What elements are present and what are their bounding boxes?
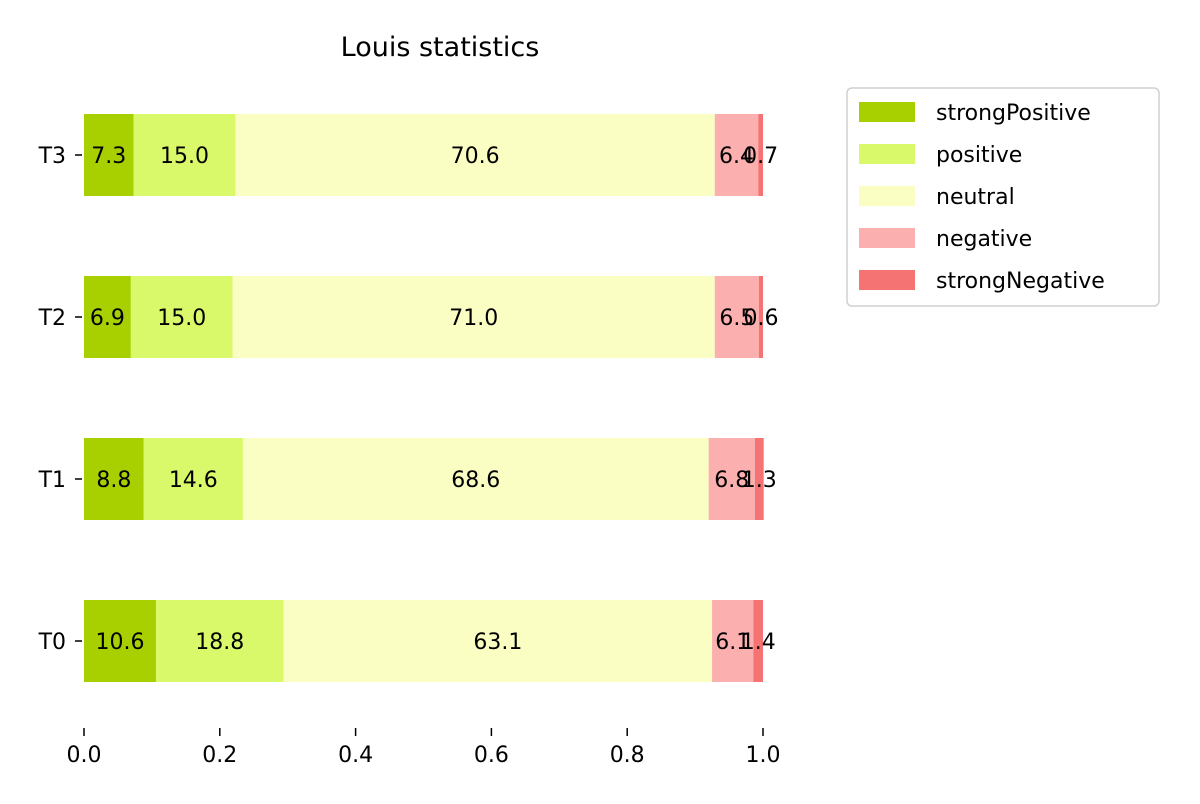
legend-swatch-neutral — [859, 186, 915, 206]
bar-label-strongNegative-T3: 0.7 — [743, 144, 778, 169]
y-tick-label-T0: T0 — [38, 630, 66, 655]
bar-labels-group: 10.6 18.8 63.1 6.11.4 8.8 14.6 68.6 6.81.3 6.9 15… — [90, 144, 779, 655]
y-tick-label-T1: T1 — [38, 468, 66, 493]
legend-label-strongNegative: strongNegative — [936, 269, 1105, 294]
bar-neutral-T0 — [283, 600, 713, 682]
legend-swatch-positive — [859, 144, 915, 164]
x-tick-label-2: 0.4 — [338, 743, 373, 768]
bar-label-negative-T3: 6.4 — [719, 144, 754, 169]
x-tick-label-3: 0.6 — [474, 743, 509, 768]
y-tick-label-T2: T2 — [38, 306, 66, 331]
y-tick-label-T3: T3 — [38, 144, 66, 169]
legend-label-negative: negative — [936, 227, 1032, 252]
bar-label-negative-T1: 6.8 — [714, 468, 749, 493]
legend-swatch-negative — [859, 228, 915, 248]
bar-negative-T2 — [714, 276, 759, 358]
legend: strongPositive positive neutral negative str… — [846, 87, 1160, 307]
y-axis: T0 T1 T2 T3 — [38, 144, 82, 655]
bar-label-strongPositive-T0: 10.6 — [95, 630, 144, 655]
bar-label-positive-T1: 14.6 — [169, 468, 218, 493]
bar-label-negative-T2: 6.5 — [719, 306, 754, 331]
bars-group — [84, 114, 764, 682]
bar-negative-T1 — [708, 438, 755, 520]
bar-neutral-T3 — [235, 114, 715, 196]
bar-strongPositive-T0 — [84, 600, 156, 682]
bar-label-strongPositive-T3: 7.3 — [91, 144, 126, 169]
bar-positive-T3 — [133, 114, 236, 196]
legend-label-neutral: neutral — [936, 185, 1015, 210]
legend-label-positive: positive — [936, 143, 1022, 168]
legend-swatch-strongPositive — [859, 102, 915, 122]
legend-box — [846, 87, 1160, 307]
legend-label-strongPositive: strongPositive — [936, 101, 1091, 126]
x-tick-label-1: 0.2 — [202, 743, 237, 768]
x-tick-label-4: 0.8 — [610, 743, 645, 768]
bar-label-strongNegative-T2: 0.6 — [743, 306, 778, 331]
bar-label-neutral-T3: 70.6 — [451, 144, 500, 169]
bar-label-positive-T3: 15.0 — [160, 144, 209, 169]
bar-negative-T3 — [714, 114, 759, 196]
bar-neutral-T1 — [242, 438, 709, 520]
bar-strongPositive-T2 — [84, 276, 131, 358]
bar-strongPositive-T3 — [84, 114, 134, 196]
bar-strongNegative-T2 — [758, 276, 763, 358]
bar-neutral-T2 — [232, 276, 715, 358]
bar-strongNegative-T0 — [753, 600, 763, 682]
bar-label-strongPositive-T2: 6.9 — [90, 306, 125, 331]
bar-label-negative-T0: 6.1 — [715, 630, 750, 655]
bar-label-neutral-T2: 71.0 — [449, 306, 498, 331]
bar-label-strongNegative-T1: 1.3 — [742, 468, 777, 493]
bar-label-positive-T2: 15.0 — [157, 306, 206, 331]
bar-strongPositive-T1 — [84, 438, 144, 520]
bar-label-neutral-T0: 63.1 — [473, 630, 522, 655]
chart-title: Louis statistics — [341, 32, 540, 63]
bar-strongNegative-T3 — [758, 114, 763, 196]
bar-label-strongNegative-T0: 1.4 — [741, 630, 776, 655]
bar-label-strongPositive-T1: 8.8 — [96, 468, 131, 493]
bar-negative-T0 — [712, 600, 754, 682]
bar-label-neutral-T1: 68.6 — [451, 468, 500, 493]
x-axis: 0.0 0.2 0.4 0.6 0.8 1.0 — [67, 728, 781, 768]
x-tick-label-0: 0.0 — [67, 743, 102, 768]
x-tick-label-5: 1.0 — [746, 743, 781, 768]
legend-swatch-strongNegative — [859, 270, 915, 290]
bar-positive-T0 — [155, 600, 284, 682]
bar-positive-T2 — [130, 276, 233, 358]
bar-positive-T1 — [143, 438, 243, 520]
bar-label-positive-T0: 18.8 — [195, 630, 244, 655]
bar-strongNegative-T1 — [754, 438, 764, 520]
